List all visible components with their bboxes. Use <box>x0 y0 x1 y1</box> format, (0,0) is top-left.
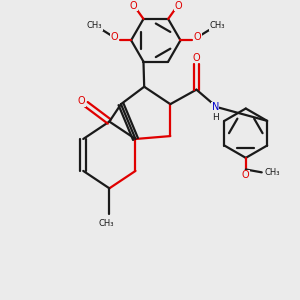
Text: O: O <box>193 53 200 63</box>
Text: O: O <box>175 1 182 11</box>
Text: CH₃: CH₃ <box>99 219 114 228</box>
Text: CH₃: CH₃ <box>87 21 102 30</box>
Text: CH₃: CH₃ <box>264 168 280 177</box>
Text: N: N <box>212 102 219 112</box>
Text: O: O <box>242 170 250 180</box>
Text: O: O <box>78 96 85 106</box>
Text: CH₃: CH₃ <box>209 21 225 30</box>
Text: O: O <box>194 32 201 42</box>
Text: O: O <box>130 1 137 11</box>
Text: O: O <box>110 32 118 42</box>
Text: H: H <box>212 113 219 122</box>
